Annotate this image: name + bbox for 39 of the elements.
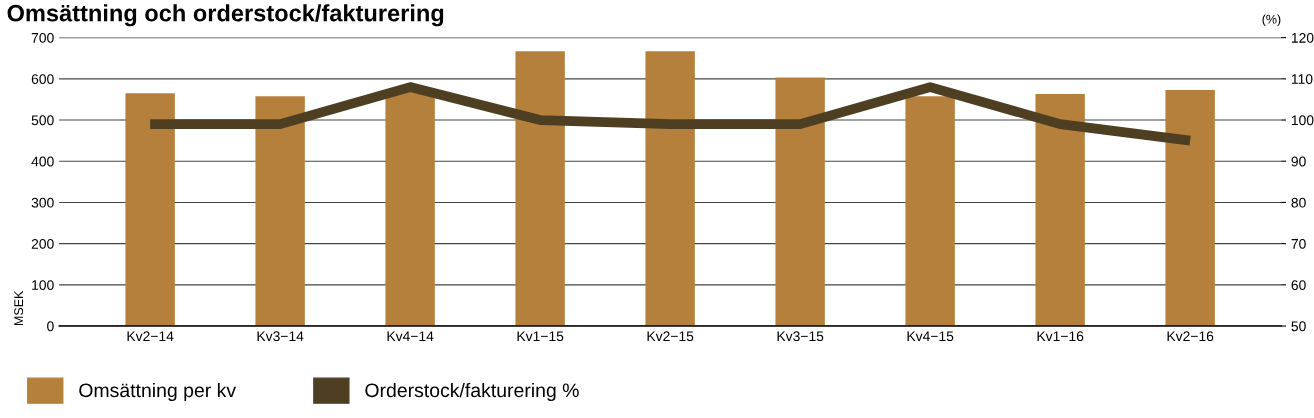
y-tick-label: 600	[31, 74, 54, 84]
legend-label: Omsättning per kv	[79, 382, 237, 402]
y2-tick-label: 100	[1291, 115, 1314, 126]
y2-axis-title: (%)	[1262, 14, 1281, 27]
y-tick-label: 700	[31, 32, 54, 43]
y-tick-label: 0	[47, 321, 54, 332]
y-tick-label: 200	[31, 238, 54, 249]
bar	[515, 51, 565, 327]
bar	[385, 91, 435, 327]
x-tick-label: Kv2−14	[127, 331, 174, 341]
y2-tick-label: 50	[1291, 321, 1306, 332]
legend-label: Orderstock/fakturering %	[365, 382, 579, 402]
x-tick-label: Kv3−14	[257, 331, 304, 342]
y-tick-label: 500	[31, 115, 54, 126]
x-tick-label: Kv2−16	[1167, 331, 1214, 342]
x-tick-label: Kv3−15	[777, 331, 824, 342]
bar	[1165, 89, 1215, 327]
bar	[125, 93, 175, 327]
chart-title: Omsättning och orderstock/fakturering	[7, 4, 444, 27]
y2-tick-label: 60	[1291, 280, 1306, 291]
y-axis-title: MSEK	[14, 290, 24, 326]
y2-tick-label: 120	[1291, 32, 1314, 43]
bar	[775, 77, 825, 327]
x-tick-label: Kv1−15	[517, 331, 564, 342]
x-tick-label: Kv2−15	[647, 331, 694, 342]
y-tick-label: 300	[31, 197, 54, 208]
bar	[645, 51, 695, 327]
y2-tick-label: 90	[1291, 156, 1306, 167]
y2-tick-label: 110	[1291, 74, 1313, 84]
y-tick-label: 400	[31, 156, 54, 167]
x-tick-label: Kv4−14	[387, 331, 434, 341]
x-tick-label: Kv1−16	[1037, 331, 1084, 342]
y2-tick-label: 80	[1291, 197, 1306, 208]
y-tick-label: 100	[32, 280, 54, 291]
bar	[255, 96, 305, 327]
y2-tick-label: 70	[1291, 238, 1306, 249]
bar	[905, 96, 955, 327]
bar	[1035, 94, 1085, 327]
x-tick-label: Kv4−15	[907, 331, 954, 342]
